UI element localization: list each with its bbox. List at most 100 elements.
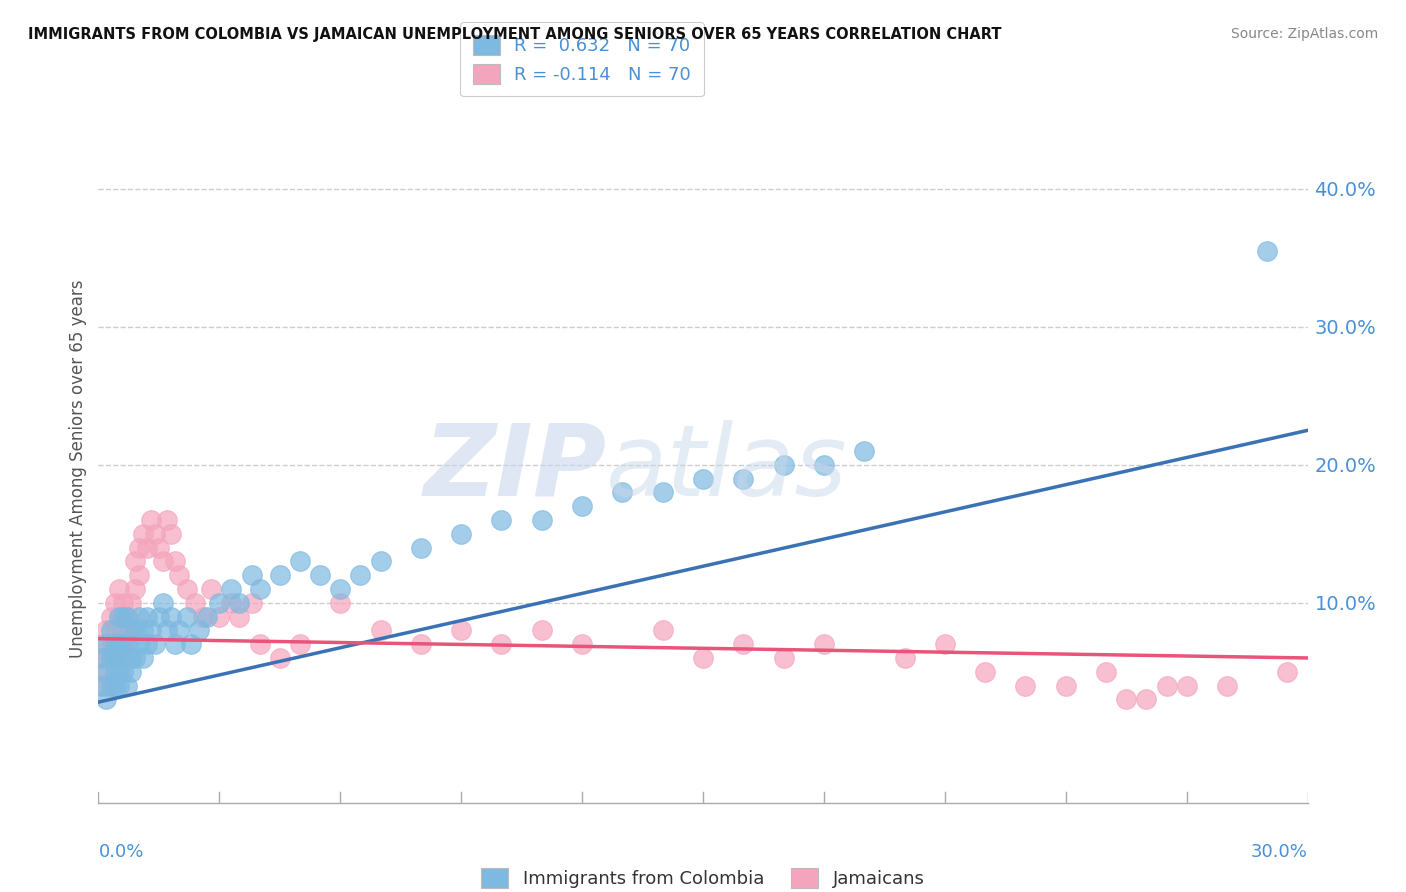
Point <box>208 596 231 610</box>
Point <box>132 624 155 638</box>
Point <box>530 513 553 527</box>
Point <box>163 637 186 651</box>
Point <box>103 596 125 610</box>
Point <box>1175 679 1198 693</box>
Point <box>124 651 146 665</box>
Point <box>651 485 673 500</box>
Point <box>107 637 129 651</box>
Point <box>96 651 118 665</box>
Point <box>370 554 392 568</box>
Point <box>100 679 122 693</box>
Point <box>107 609 129 624</box>
Point <box>188 624 211 638</box>
Point <box>309 568 332 582</box>
Point <box>156 513 179 527</box>
Point <box>409 637 432 651</box>
Point <box>115 637 138 651</box>
Point <box>772 458 794 472</box>
Text: 0.0%: 0.0% <box>98 843 143 861</box>
Point <box>200 582 222 596</box>
Point <box>1135 692 1157 706</box>
Point <box>1256 244 1278 258</box>
Point <box>135 541 157 555</box>
Point <box>530 624 553 638</box>
Point <box>813 458 835 472</box>
Point <box>96 679 118 693</box>
Point <box>571 637 593 651</box>
Point <box>163 554 186 568</box>
Point <box>132 526 155 541</box>
Point <box>733 637 755 651</box>
Point <box>100 651 122 665</box>
Point <box>91 665 114 679</box>
Point <box>934 637 956 651</box>
Point <box>124 624 146 638</box>
Point <box>221 582 243 596</box>
Point <box>1115 692 1137 706</box>
Point <box>269 651 291 665</box>
Point <box>180 637 202 651</box>
Point <box>91 651 114 665</box>
Point <box>111 637 134 651</box>
Text: 30.0%: 30.0% <box>1251 843 1308 861</box>
Point <box>249 637 271 651</box>
Point <box>107 582 129 596</box>
Point <box>91 679 114 693</box>
Point <box>148 609 170 624</box>
Point <box>128 609 150 624</box>
Point <box>772 651 794 665</box>
Point <box>612 485 634 500</box>
Point <box>1095 665 1118 679</box>
Point <box>111 651 134 665</box>
Point <box>195 609 218 624</box>
Point <box>107 679 129 693</box>
Point <box>160 526 183 541</box>
Point <box>733 472 755 486</box>
Point <box>240 596 263 610</box>
Point <box>100 624 122 638</box>
Point <box>288 637 311 651</box>
Point <box>124 582 146 596</box>
Point <box>176 609 198 624</box>
Point <box>349 568 371 582</box>
Point <box>143 526 166 541</box>
Point <box>1014 679 1036 693</box>
Point <box>288 554 311 568</box>
Point <box>152 554 174 568</box>
Point <box>111 624 134 638</box>
Point <box>1156 679 1178 693</box>
Point <box>111 665 134 679</box>
Point <box>139 513 162 527</box>
Point <box>208 609 231 624</box>
Point <box>1054 679 1077 693</box>
Point <box>1216 679 1239 693</box>
Point <box>115 679 138 693</box>
Point <box>329 596 352 610</box>
Point <box>571 500 593 514</box>
Point <box>115 609 138 624</box>
Point <box>692 472 714 486</box>
Point <box>135 609 157 624</box>
Point <box>128 637 150 651</box>
Point <box>450 526 472 541</box>
Point <box>156 624 179 638</box>
Point <box>100 609 122 624</box>
Point <box>269 568 291 582</box>
Point <box>370 624 392 638</box>
Point <box>228 596 250 610</box>
Point <box>1277 665 1299 679</box>
Point <box>103 665 125 679</box>
Point <box>184 596 207 610</box>
Point <box>491 637 513 651</box>
Point <box>167 624 190 638</box>
Point <box>120 665 142 679</box>
Point <box>107 665 129 679</box>
Point <box>692 651 714 665</box>
Point <box>120 651 142 665</box>
Point <box>813 637 835 651</box>
Point <box>221 596 243 610</box>
Point <box>120 624 142 638</box>
Point <box>148 541 170 555</box>
Point <box>96 692 118 706</box>
Point <box>111 596 134 610</box>
